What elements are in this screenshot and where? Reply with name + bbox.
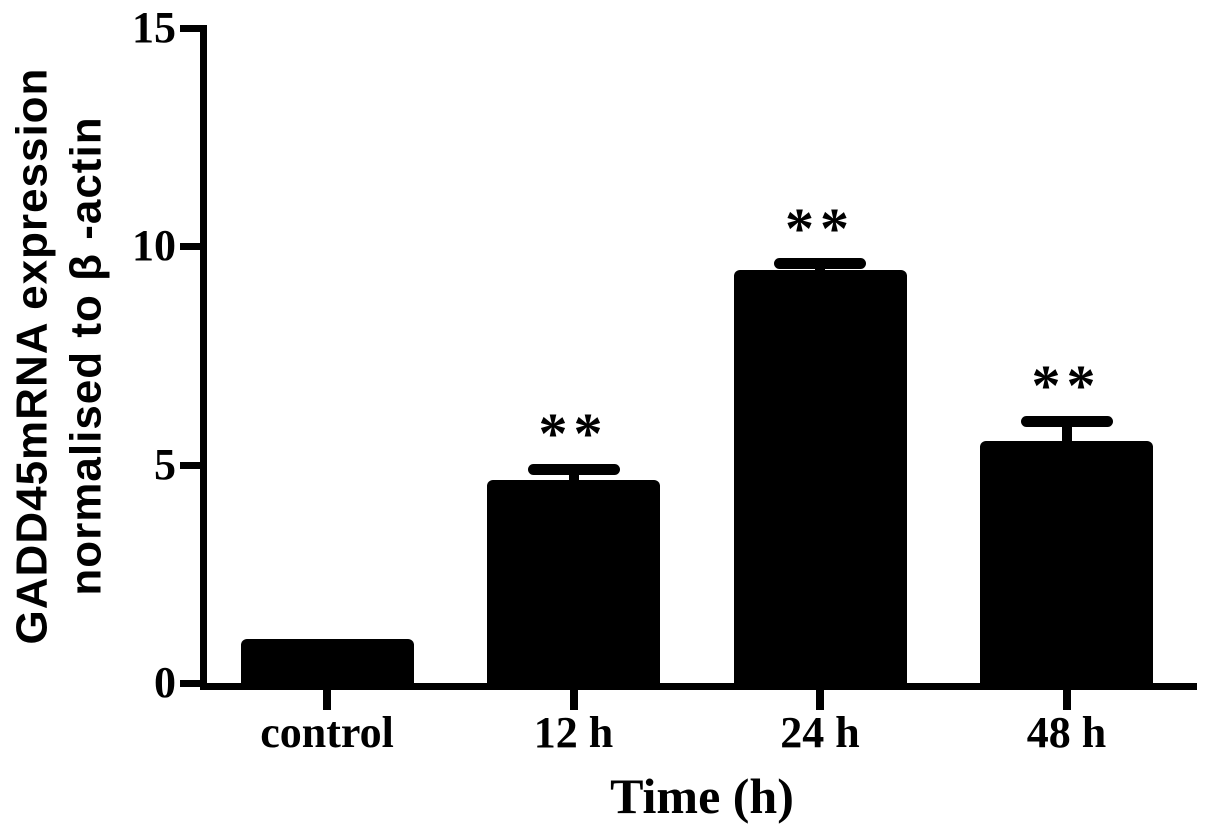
x-axis-tick [816,690,824,710]
x-axis-title: Time (h) [610,768,794,824]
significance-marker: ** [785,195,855,261]
plot-area [200,28,1197,690]
y-axis-title-line2: normalised to β -actin [61,115,110,596]
y-axis-tick-label: 5 [154,439,176,489]
y-axis-tick-label: 10 [132,221,176,271]
x-axis-tick [323,690,331,710]
x-axis-tick-label: 12 h [533,708,614,757]
x-axis-tick-label: 24 h [780,708,860,757]
error-bar-stem [1061,421,1072,443]
significance-marker: ** [1031,353,1102,418]
y-axis-title-line1: GADD45mRNA expression [7,67,56,644]
y-axis-title-text: GADD45mRNA expression normalised to β -a… [5,67,113,644]
x-axis-tick-label: control [260,708,394,757]
x-axis-tick [569,690,578,710]
y-axis-tick-label: 15 [132,3,176,52]
data-bar [980,440,1153,683]
y-axis-tick [180,25,207,32]
y-axis-tick [180,461,207,469]
significance-marker: ** [538,401,609,467]
x-axis-tick-label: 48 h [1026,708,1107,757]
y-axis-tick [180,243,207,251]
error-bar-cap [1020,415,1113,427]
error-bar-stem [568,469,579,482]
data-bar [240,639,414,683]
error-bar-cap [527,463,620,475]
error-bar-cap [774,258,866,270]
y-axis-title: GADD45mRNA expression normalised to β -a… [0,28,118,683]
x-axis-tick [1062,690,1071,710]
y-axis-tick-label: 0 [154,658,176,707]
y-axis-tick [180,680,207,687]
data-bar [487,479,660,683]
data-bar [733,270,907,683]
